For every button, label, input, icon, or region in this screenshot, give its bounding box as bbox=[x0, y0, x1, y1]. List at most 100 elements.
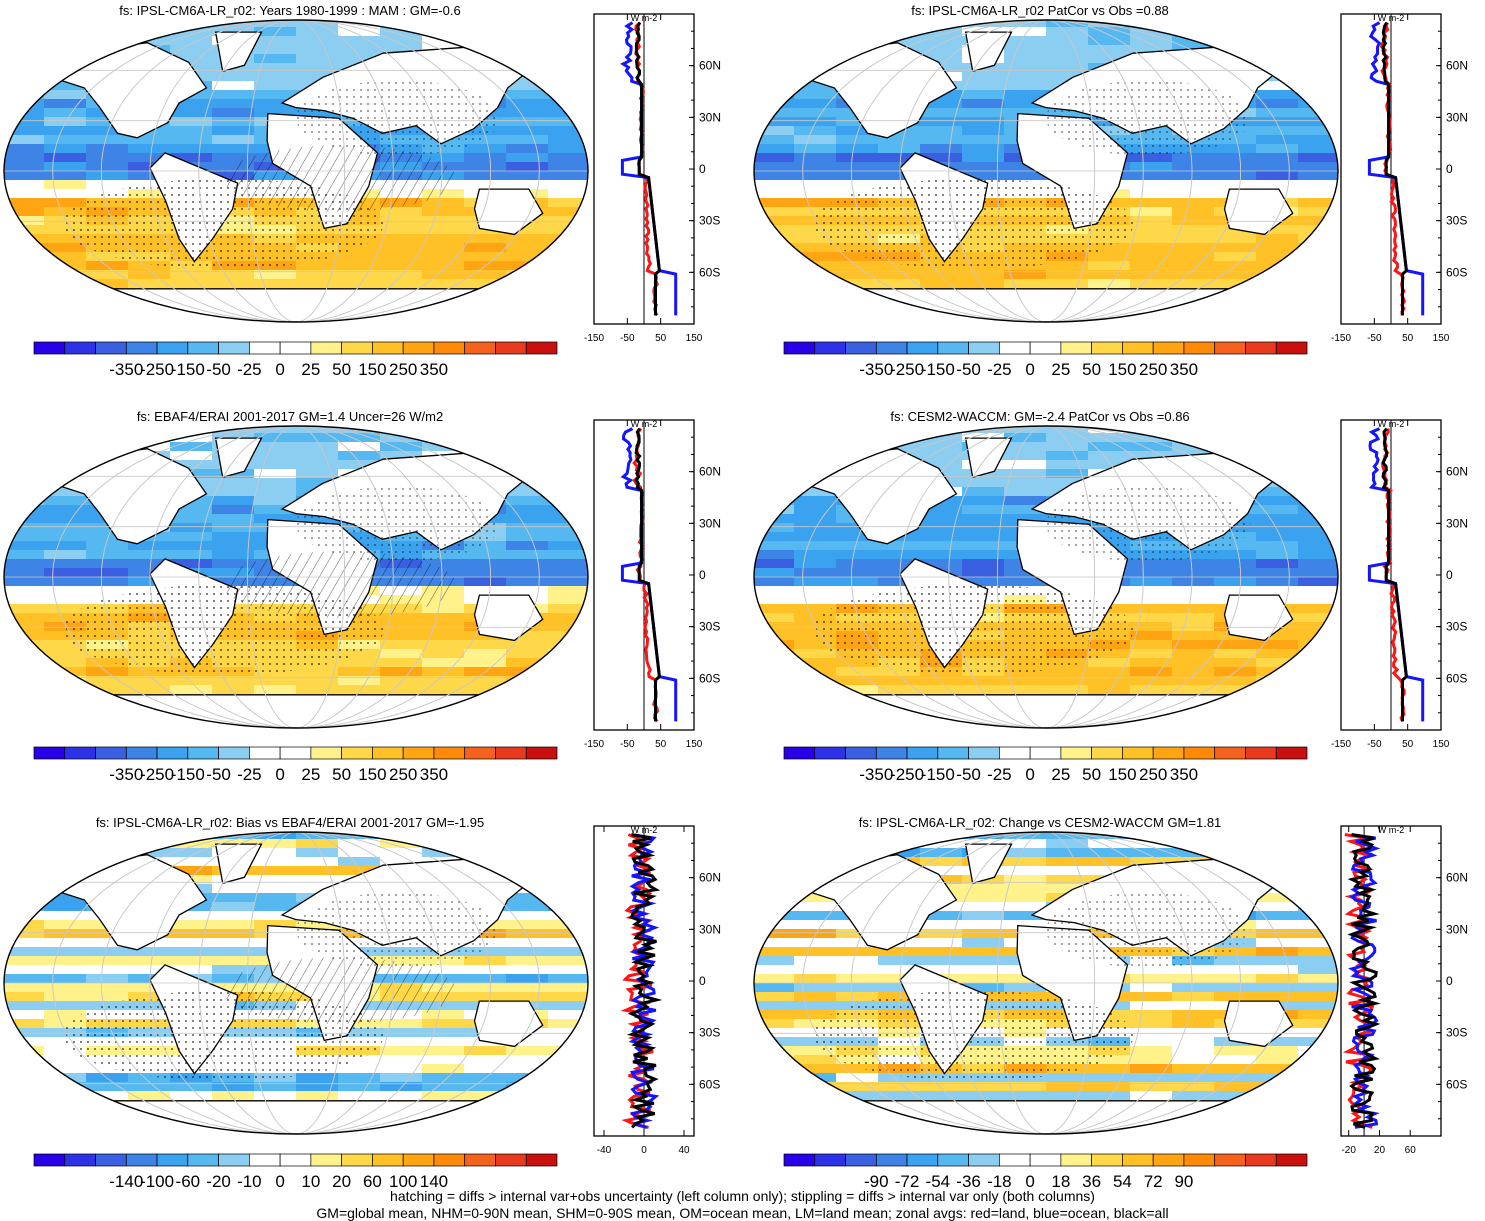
field-cell bbox=[380, 1127, 423, 1134]
field-cell bbox=[4, 1109, 45, 1119]
lat-tick-label: 60S bbox=[699, 1077, 720, 1091]
field-cell bbox=[128, 550, 171, 560]
field-cell bbox=[754, 288, 795, 298]
colorbar-swatch bbox=[814, 341, 846, 355]
field-cell bbox=[754, 685, 795, 695]
field-cell bbox=[86, 559, 129, 569]
field-cell bbox=[836, 938, 879, 948]
field-cell bbox=[44, 20, 87, 28]
field-cell bbox=[44, 54, 87, 64]
field-cell bbox=[212, 1091, 255, 1101]
colorbar-tick-label: -250 bbox=[140, 765, 174, 784]
hatching-overlay bbox=[222, 957, 457, 1024]
field-cell bbox=[754, 279, 795, 289]
field-cell bbox=[170, 532, 213, 542]
field-cell bbox=[1298, 1019, 1338, 1029]
field-cell bbox=[212, 487, 255, 497]
field-cell bbox=[962, 920, 1005, 930]
map-plot bbox=[753, 425, 1339, 729]
field-cell bbox=[4, 496, 45, 506]
field-cell bbox=[1172, 604, 1215, 614]
field-cell bbox=[962, 126, 1005, 136]
field-cell bbox=[962, 938, 1005, 948]
map-plot bbox=[3, 425, 589, 729]
field-cell bbox=[86, 117, 129, 127]
field-cell bbox=[878, 721, 921, 728]
field-cell bbox=[1088, 279, 1131, 289]
field-cell bbox=[920, 315, 963, 322]
lat-tick-label: 60S bbox=[699, 671, 720, 685]
field-cell bbox=[1088, 1082, 1131, 1092]
field-cell bbox=[4, 857, 45, 867]
field-cell bbox=[836, 433, 879, 443]
field-cell bbox=[1088, 45, 1131, 55]
field-cell bbox=[464, 712, 507, 722]
colorbar-swatch bbox=[845, 1153, 877, 1167]
continent-antarctica bbox=[45, 1100, 547, 1134]
field-cell bbox=[4, 1055, 45, 1065]
field-cell bbox=[464, 965, 507, 975]
field-cell bbox=[548, 956, 588, 966]
field-cell bbox=[296, 1073, 339, 1083]
field-cell bbox=[754, 1019, 795, 1029]
field-cell bbox=[1172, 1073, 1215, 1083]
continent-australia bbox=[473, 188, 544, 236]
field-cell bbox=[794, 568, 837, 578]
field-cell bbox=[1004, 45, 1047, 55]
field-cell bbox=[754, 72, 795, 82]
colorbar-swatch bbox=[495, 1153, 527, 1167]
field-cell bbox=[1256, 893, 1299, 903]
colorbar-swatch bbox=[999, 746, 1031, 760]
field-cell bbox=[1172, 685, 1215, 695]
field-cell bbox=[4, 469, 45, 479]
field-cell bbox=[794, 1064, 837, 1074]
field-cell bbox=[836, 135, 879, 145]
field-cell bbox=[754, 90, 795, 100]
field-cell bbox=[1130, 848, 1173, 858]
field-cell bbox=[920, 532, 963, 542]
field-cell bbox=[506, 153, 549, 163]
field-cell bbox=[794, 126, 837, 136]
colorbar-tick-label: -250 bbox=[890, 360, 924, 379]
field-cell bbox=[836, 126, 879, 136]
field-cell bbox=[1130, 36, 1173, 46]
field-cell bbox=[794, 297, 837, 307]
field-cell bbox=[44, 45, 87, 55]
colorbar-swatch bbox=[1060, 1153, 1092, 1167]
field-cell bbox=[1004, 505, 1047, 515]
field-cell bbox=[422, 426, 465, 434]
field-cell bbox=[44, 947, 87, 957]
colorbar-tick-label: -150 bbox=[171, 765, 205, 784]
panel-title: fs: CESM2-WACCM: GM=-2.4 PatCor vs Obs =… bbox=[890, 409, 1190, 424]
field-cell bbox=[754, 875, 795, 885]
field-cell bbox=[794, 261, 837, 271]
field-cell bbox=[794, 20, 837, 28]
field-cell bbox=[1004, 920, 1047, 930]
field-cell bbox=[794, 514, 837, 524]
field-cell bbox=[1004, 108, 1047, 118]
field-cell bbox=[170, 315, 213, 322]
field-cell bbox=[506, 487, 549, 497]
field-cell bbox=[1004, 426, 1047, 434]
field-cell bbox=[836, 171, 879, 181]
field-cell bbox=[754, 613, 795, 623]
field-cell bbox=[254, 676, 297, 686]
field-cell bbox=[794, 640, 837, 650]
field-cell bbox=[380, 261, 423, 271]
field-cell bbox=[4, 893, 45, 903]
field-cell bbox=[506, 938, 549, 948]
field-cell bbox=[794, 288, 837, 298]
stippling-overlay bbox=[812, 990, 1134, 1082]
field-cell bbox=[836, 1127, 879, 1134]
field-cell bbox=[754, 451, 795, 461]
field-cell bbox=[1172, 252, 1215, 262]
field-cell bbox=[380, 1019, 423, 1029]
lat-tick-label: 30N bbox=[1446, 110, 1468, 124]
field-cell bbox=[1214, 1064, 1257, 1074]
field-cell bbox=[1172, 1064, 1215, 1074]
field-cell bbox=[4, 1118, 45, 1128]
field-cell bbox=[962, 559, 1005, 569]
map-plot bbox=[753, 831, 1339, 1135]
field-cell bbox=[464, 1118, 507, 1128]
